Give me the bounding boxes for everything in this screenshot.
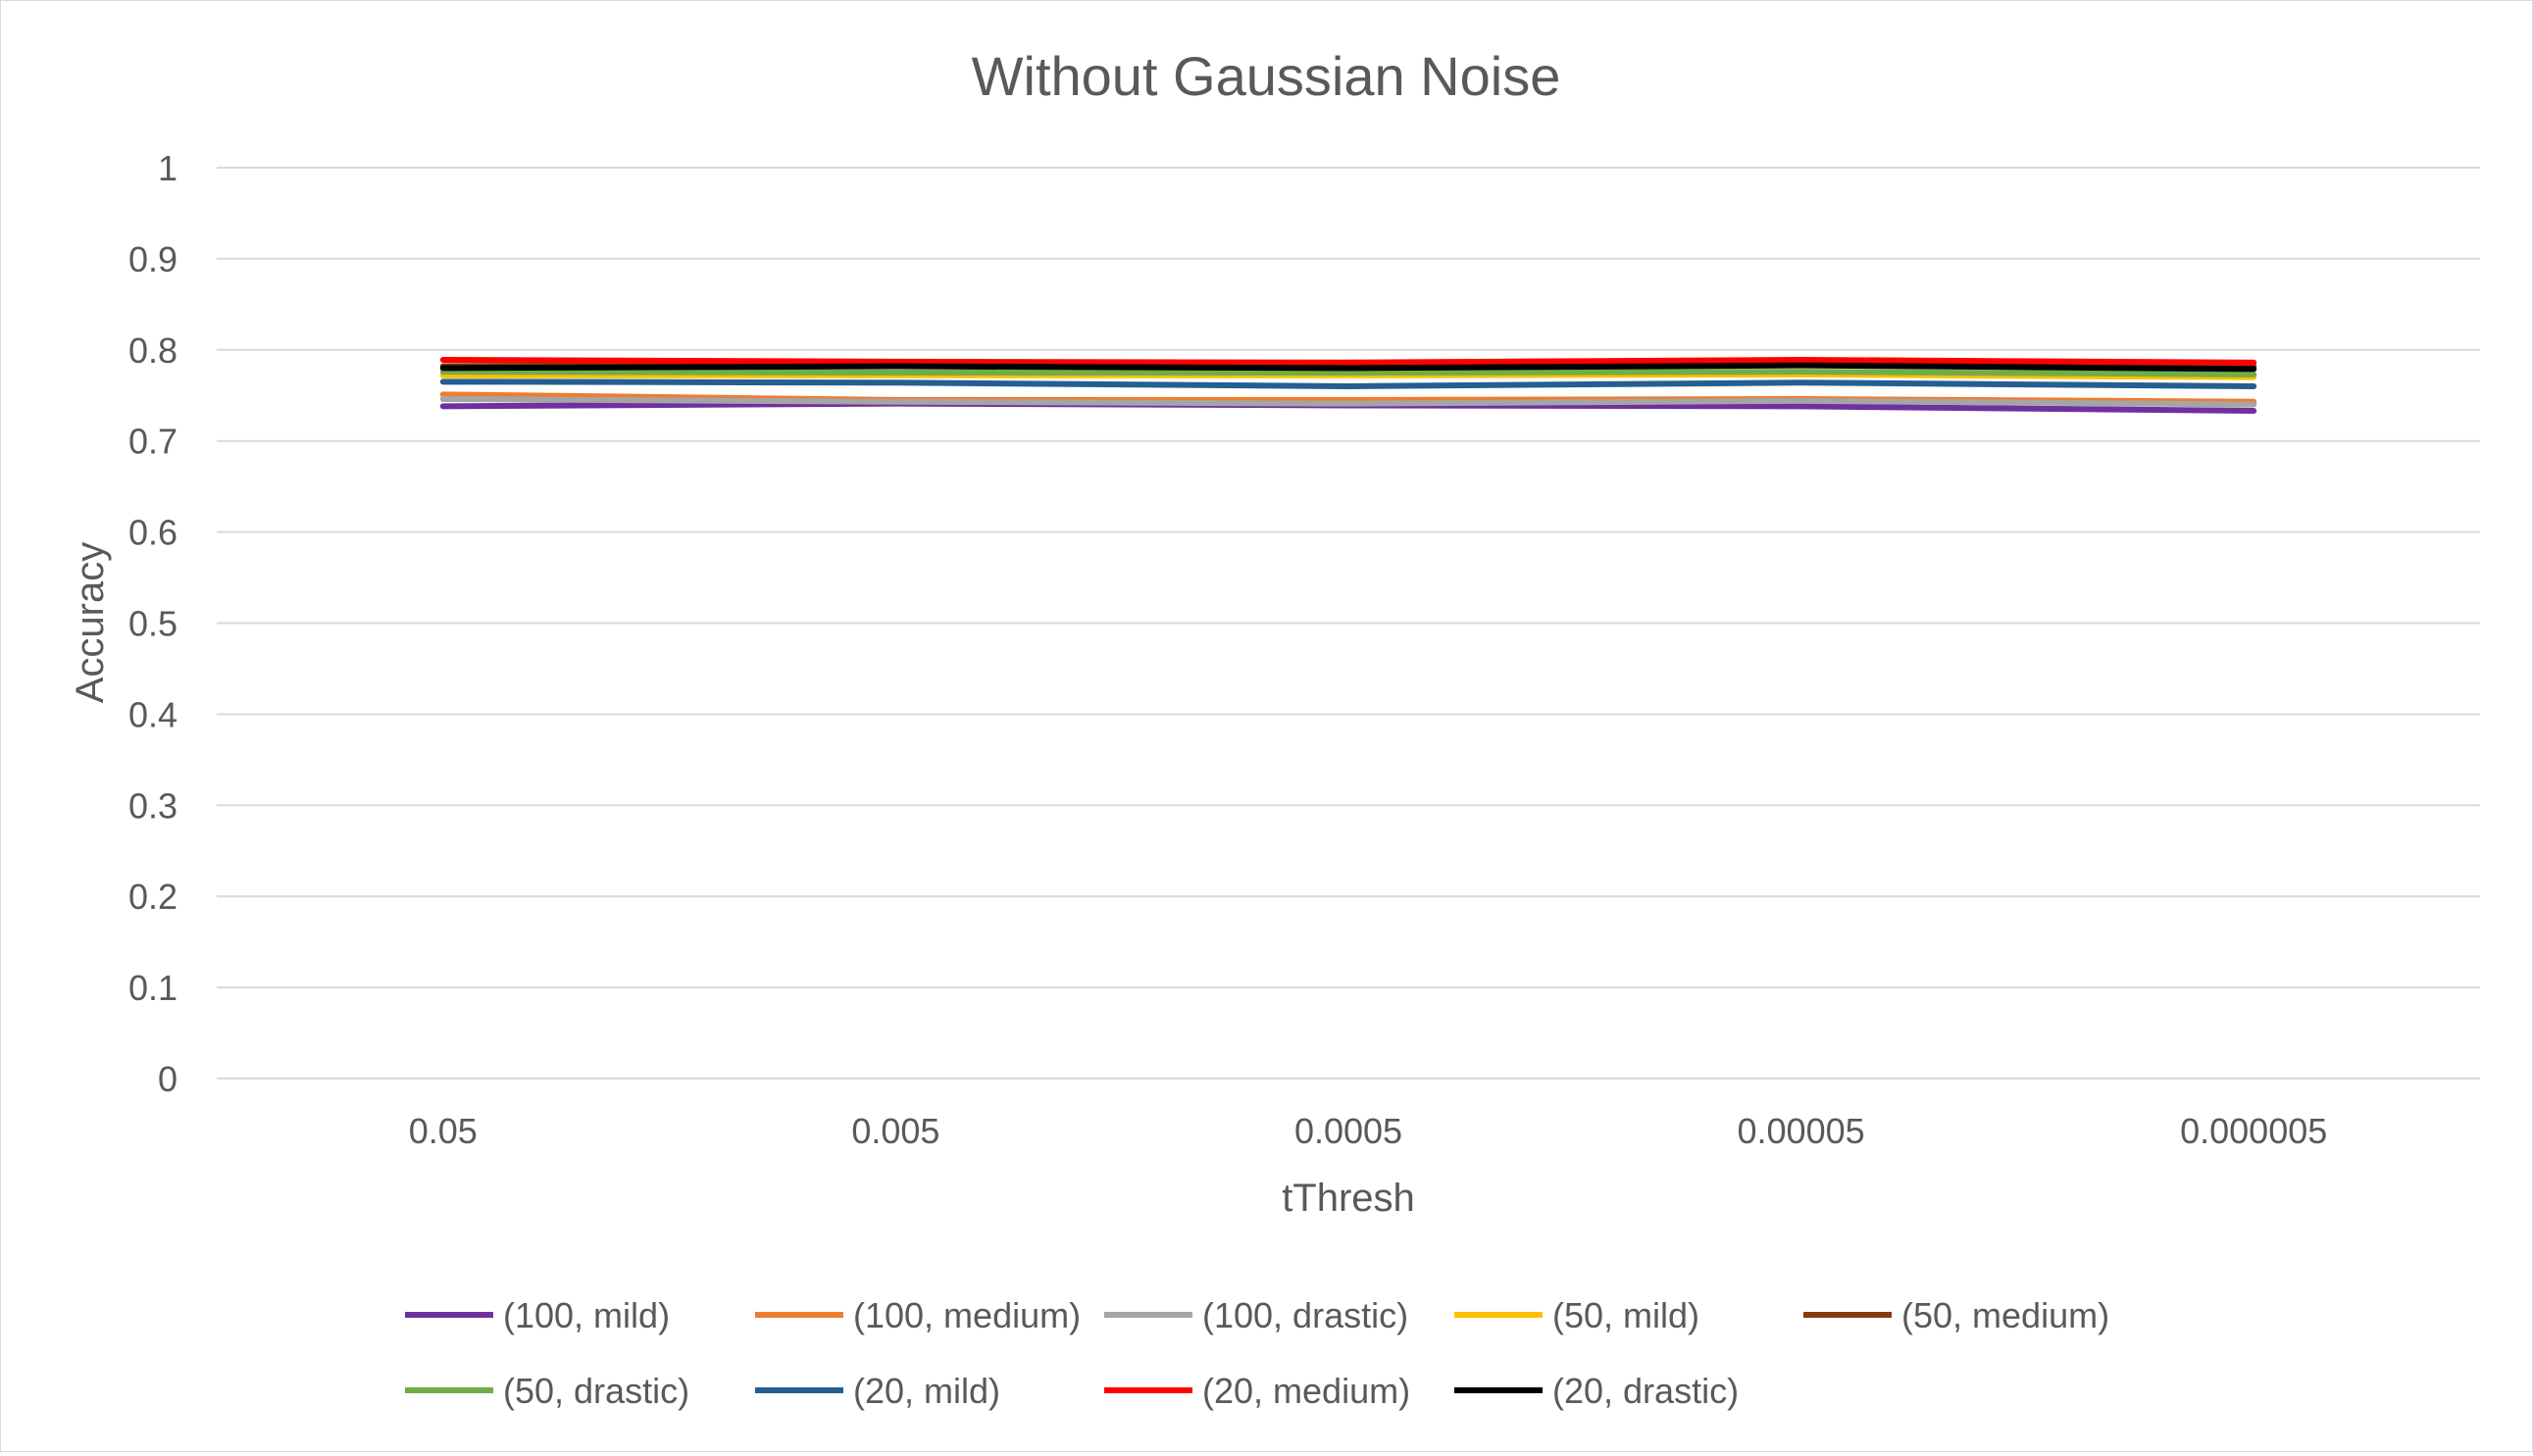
series-line-7 [439, 357, 2257, 366]
legend-label: (100, medium) [853, 1295, 1081, 1335]
legend-label: (50, mild) [1552, 1295, 1699, 1335]
legend: (100, mild) (100, medium) (100, drastic) (5… [405, 1295, 2109, 1411]
x-axis-ticks: 0.05 0.005 0.0005 0.00005 0.000005 [409, 1111, 2328, 1151]
y-tick-label: 0.8 [128, 330, 177, 371]
legend-label: (100, drastic) [1202, 1295, 1408, 1335]
x-tick-label: 0.05 [409, 1111, 478, 1151]
chart-title: Without Gaussian Noise [972, 45, 1561, 107]
x-tick-label: 0.000005 [2180, 1111, 2327, 1151]
y-tick-label: 0.9 [128, 239, 177, 279]
legend-label: (50, medium) [1901, 1295, 2109, 1335]
x-tick-label: 0.00005 [1738, 1111, 1865, 1151]
x-tick-label: 0.0005 [1294, 1111, 1402, 1151]
legend-label: (20, mild) [853, 1371, 1000, 1411]
legend-label: (20, drastic) [1552, 1371, 1739, 1411]
gridlines [217, 167, 2480, 1079]
legend-label: (20, medium) [1202, 1371, 1410, 1411]
y-tick-label: 0.5 [128, 604, 177, 644]
y-tick-label: 0.3 [128, 785, 177, 826]
y-tick-label: 0.4 [128, 694, 177, 734]
y-axis-label: Accuracy [69, 542, 112, 704]
legend-label: (50, drastic) [503, 1371, 689, 1411]
y-tick-label: 0.6 [128, 513, 177, 553]
series-line-2 [439, 395, 2257, 408]
x-axis-label: tThresh [1282, 1177, 1415, 1220]
series-line-6 [439, 378, 2257, 389]
series-line-8 [439, 362, 2257, 373]
y-tick-label: 0.1 [128, 968, 177, 1008]
series-line-5 [439, 369, 2257, 377]
series-lines [439, 357, 2257, 415]
y-axis-ticks: 0 0.1 0.2 0.3 0.4 0.5 0.6 0.7 0.8 0.9 1 [128, 148, 177, 1099]
y-tick-label: 0.7 [128, 422, 177, 462]
legend-label: (100, mild) [503, 1295, 670, 1335]
y-tick-label: 0.2 [128, 877, 177, 917]
x-tick-label: 0.005 [851, 1111, 939, 1151]
y-tick-label: 0 [158, 1059, 177, 1099]
y-tick-label: 1 [158, 148, 177, 188]
